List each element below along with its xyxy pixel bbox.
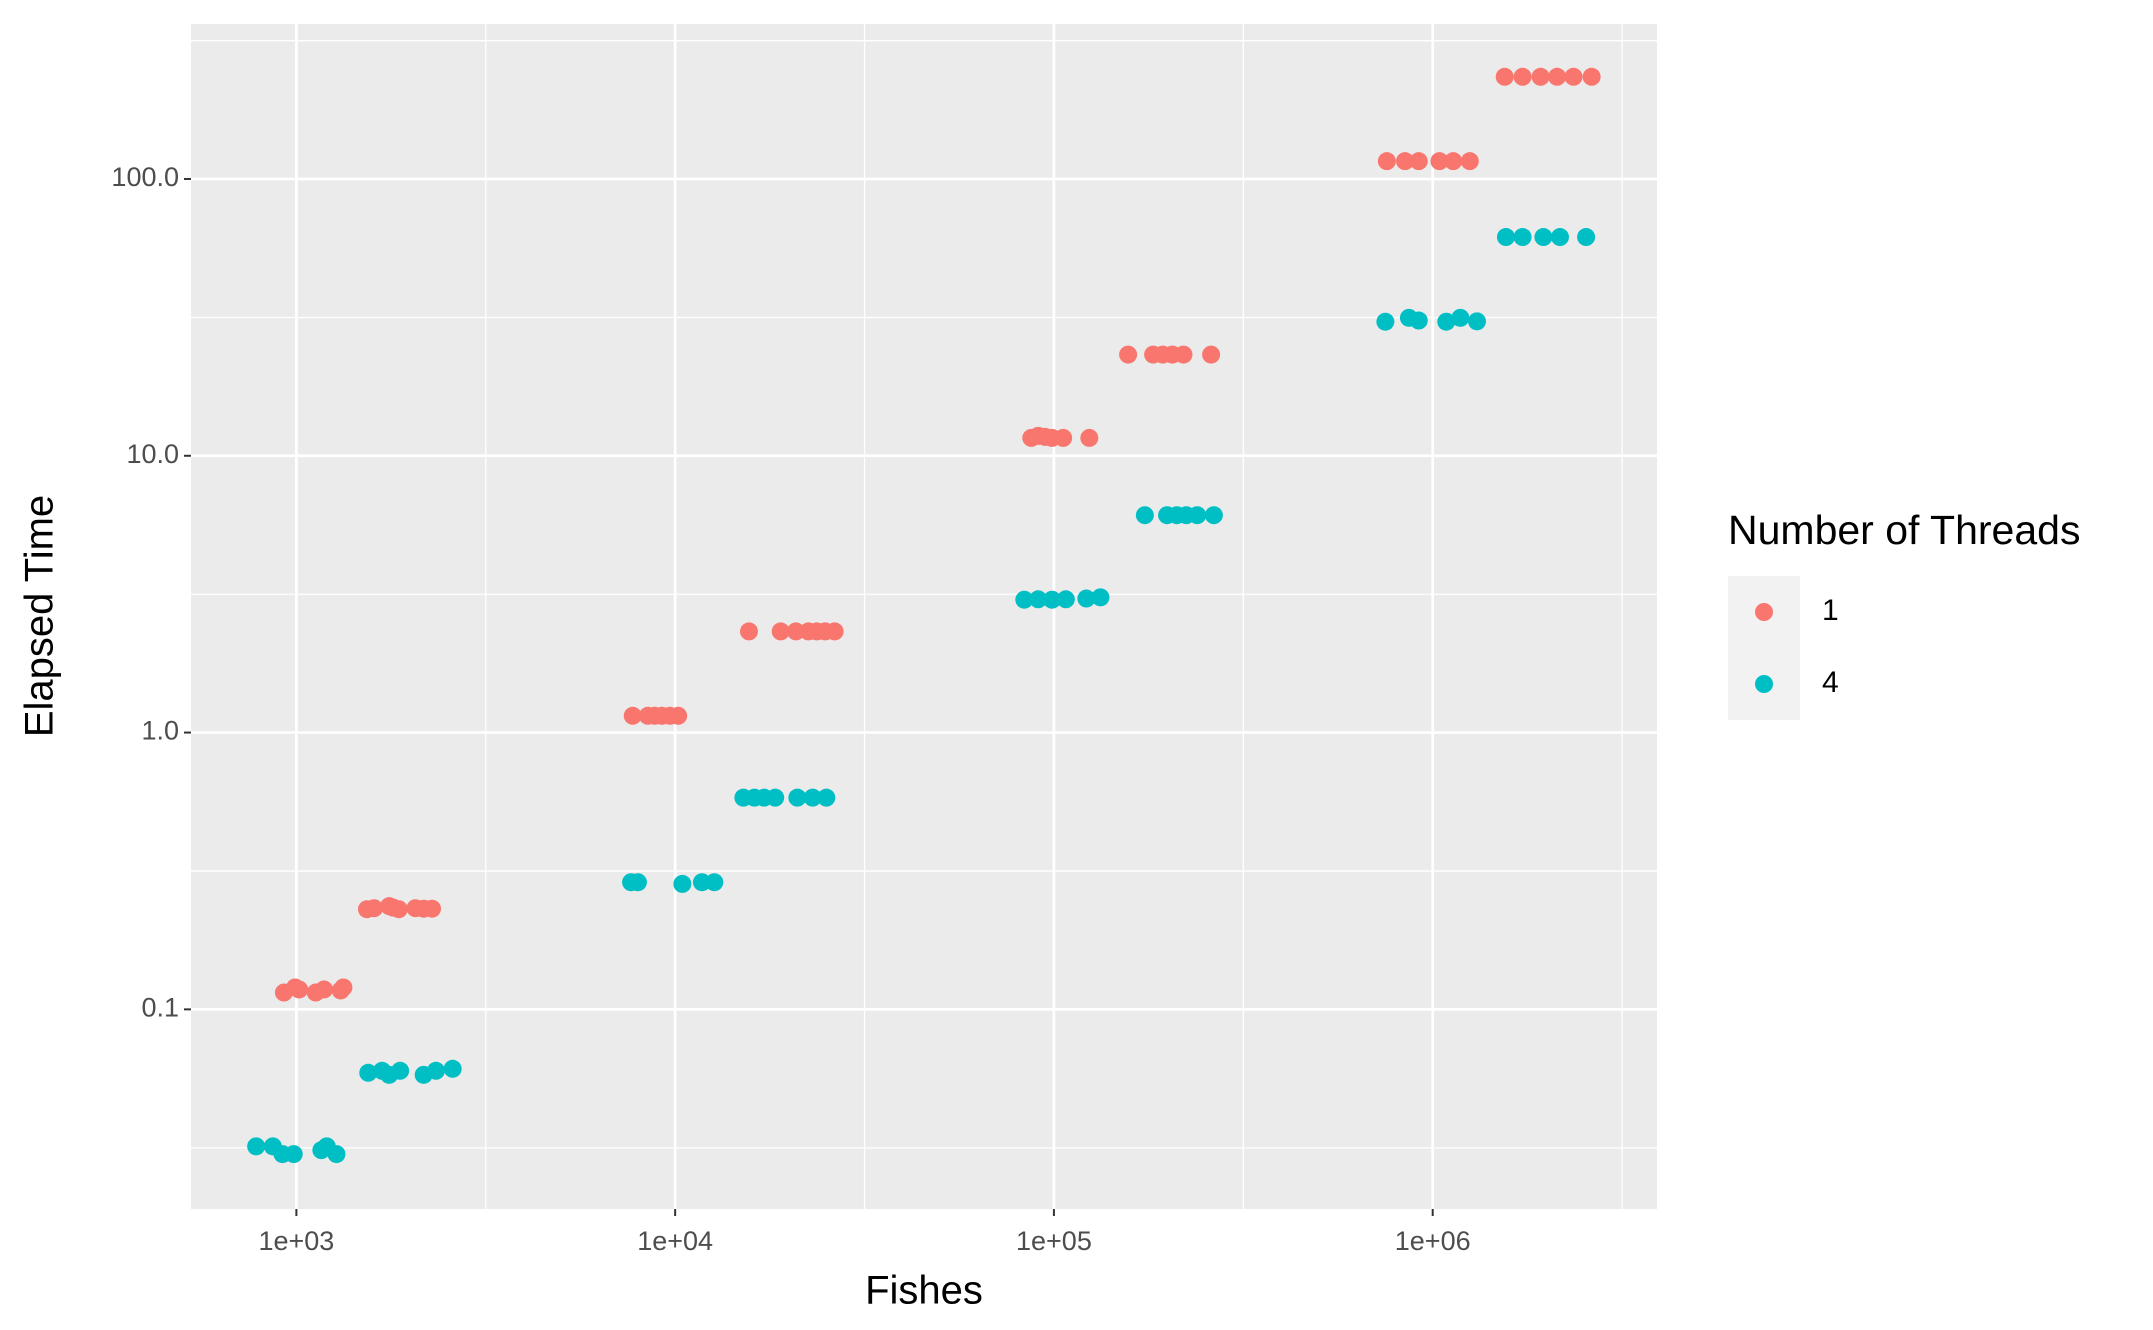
point bbox=[1564, 67, 1583, 86]
point bbox=[1204, 506, 1223, 525]
point bbox=[692, 873, 711, 892]
point bbox=[1135, 506, 1154, 525]
point bbox=[284, 1145, 303, 1164]
y-tick-label: 100.0 bbox=[111, 162, 179, 192]
y-axis-title: Elapsed Time bbox=[18, 495, 62, 737]
point bbox=[817, 788, 836, 807]
x-axis-title: Fishes bbox=[865, 1269, 983, 1313]
point bbox=[1582, 67, 1601, 86]
point bbox=[1409, 152, 1428, 171]
point bbox=[1091, 588, 1110, 607]
point bbox=[1531, 67, 1550, 86]
legend-label: 1 bbox=[1822, 594, 1839, 627]
x-tick-label: 1e+04 bbox=[637, 1226, 713, 1256]
point bbox=[315, 980, 334, 999]
point bbox=[1437, 312, 1456, 331]
y-tick-label: 10.0 bbox=[126, 439, 179, 469]
y-tick-label: 1.0 bbox=[141, 716, 179, 746]
point bbox=[786, 622, 805, 641]
legend-label: 4 bbox=[1822, 666, 1839, 699]
point bbox=[1513, 67, 1532, 86]
point bbox=[365, 899, 384, 918]
point bbox=[247, 1137, 266, 1156]
point bbox=[389, 900, 408, 919]
legend-title: Number of Threads bbox=[1728, 507, 2080, 553]
point bbox=[1496, 228, 1515, 247]
point bbox=[423, 899, 442, 918]
point bbox=[1409, 311, 1428, 330]
point bbox=[1054, 428, 1073, 447]
point bbox=[766, 788, 785, 807]
point bbox=[1376, 312, 1395, 331]
point bbox=[1077, 589, 1096, 608]
x-tick-label: 1e+05 bbox=[1016, 1226, 1092, 1256]
point bbox=[1430, 152, 1449, 171]
point bbox=[739, 622, 758, 641]
x-tick-label: 1e+03 bbox=[258, 1226, 334, 1256]
point bbox=[1377, 152, 1396, 171]
point bbox=[1395, 152, 1414, 171]
point bbox=[788, 788, 807, 807]
point bbox=[825, 622, 844, 641]
point bbox=[771, 622, 790, 641]
point bbox=[628, 873, 647, 892]
point bbox=[1202, 345, 1221, 364]
point bbox=[1029, 590, 1048, 609]
point bbox=[705, 873, 724, 892]
point bbox=[334, 978, 353, 997]
point bbox=[1513, 228, 1532, 247]
point bbox=[1460, 152, 1479, 171]
panel bbox=[191, 24, 1657, 1209]
point bbox=[1174, 345, 1193, 364]
point bbox=[1467, 312, 1486, 331]
point bbox=[1548, 67, 1567, 86]
point bbox=[1015, 590, 1034, 609]
point bbox=[1451, 308, 1470, 327]
point bbox=[669, 706, 688, 725]
point bbox=[359, 1063, 378, 1082]
point bbox=[623, 706, 642, 725]
point bbox=[391, 1061, 410, 1080]
y-tick-label: 0.1 bbox=[141, 992, 179, 1022]
point bbox=[673, 874, 692, 893]
point bbox=[1119, 345, 1138, 364]
legend-swatch bbox=[1755, 675, 1773, 693]
point bbox=[1577, 228, 1596, 247]
point bbox=[1550, 228, 1569, 247]
point bbox=[803, 788, 822, 807]
point bbox=[1056, 590, 1075, 609]
point bbox=[327, 1145, 346, 1164]
point bbox=[1444, 152, 1463, 171]
point bbox=[1043, 590, 1062, 609]
legend-swatch bbox=[1755, 603, 1773, 621]
point bbox=[1495, 67, 1514, 86]
point bbox=[290, 980, 309, 999]
x-tick-label: 1e+06 bbox=[1395, 1226, 1471, 1256]
point bbox=[426, 1061, 445, 1080]
point bbox=[1534, 228, 1553, 247]
point bbox=[1188, 506, 1207, 525]
point bbox=[443, 1059, 462, 1078]
point bbox=[1080, 428, 1099, 447]
legend-key-background bbox=[1728, 576, 1800, 720]
